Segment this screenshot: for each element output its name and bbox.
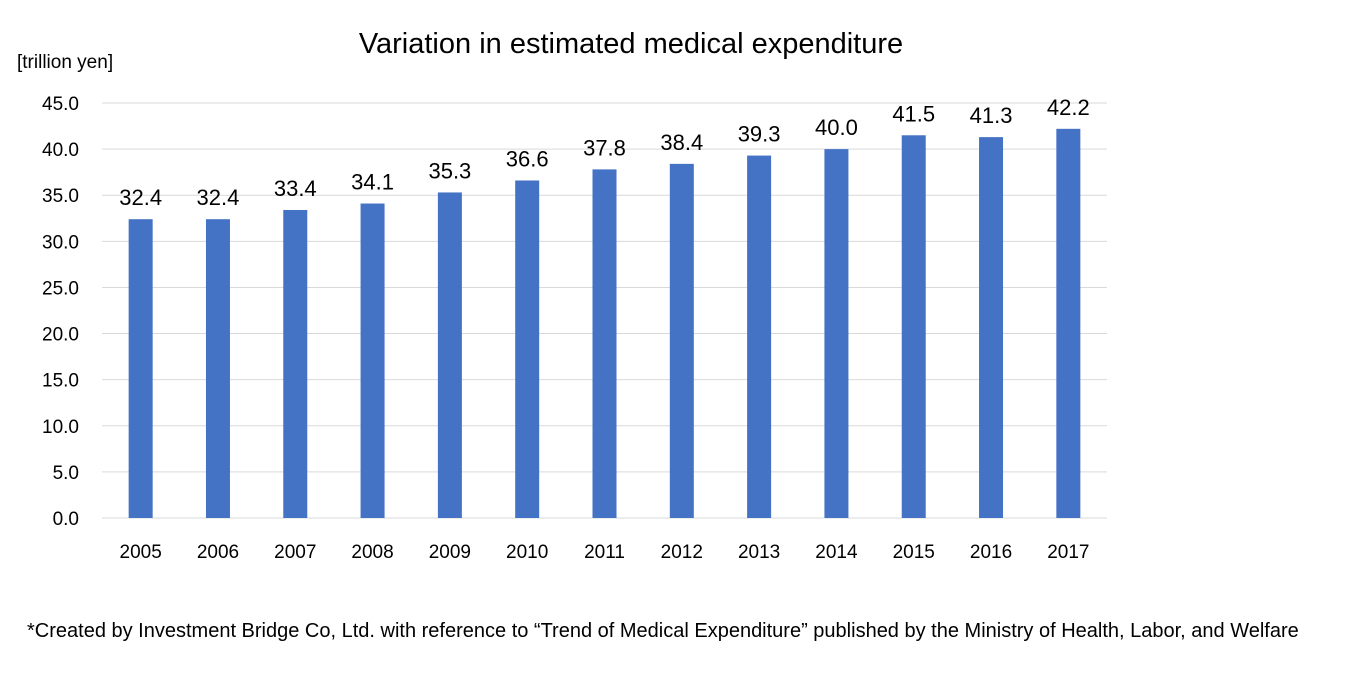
y-tick-label: 25.0 xyxy=(42,278,79,299)
y-tick-label: 20.0 xyxy=(42,325,79,346)
data-label-2014: 40.0 xyxy=(815,115,858,140)
y-tick-label: 0.0 xyxy=(53,509,79,530)
chart-title: Variation in estimated medical expenditu… xyxy=(359,28,903,60)
x-tick-label: 2017 xyxy=(1047,542,1089,563)
data-label-2012: 38.4 xyxy=(660,130,703,155)
data-label-2015: 41.5 xyxy=(892,101,935,126)
data-label-2013: 39.3 xyxy=(738,122,781,147)
data-label-2006: 32.4 xyxy=(197,185,240,210)
bar-2015 xyxy=(901,135,926,518)
x-tick-label: 2012 xyxy=(661,542,703,563)
y-tick-label: 45.0 xyxy=(42,94,79,115)
bar-2011 xyxy=(592,169,617,518)
x-tick-label: 2010 xyxy=(506,542,548,563)
bar-2014 xyxy=(824,149,849,518)
x-tick-label: 2011 xyxy=(584,542,625,563)
data-label-2007: 33.4 xyxy=(274,176,317,201)
y-tick-label: 40.0 xyxy=(42,140,79,161)
y-tick-label: 35.0 xyxy=(42,186,79,207)
y-tick-label: 15.0 xyxy=(42,371,79,392)
x-tick-label: 2007 xyxy=(274,542,316,563)
x-axis-ticks: 2005 2006 2007 2008 2009 2010 2011 2012 2013 2014… xyxy=(120,542,1090,563)
data-label-2016: 41.3 xyxy=(970,103,1013,128)
data-label-2008: 34.1 xyxy=(351,170,394,195)
source-footnote: *Created by Investment Bridge Co, Ltd. w… xyxy=(27,620,1299,642)
bar-2016 xyxy=(979,137,1004,518)
x-tick-label: 2014 xyxy=(815,542,858,563)
bar-2009 xyxy=(437,192,462,518)
y-tick-label: 10.0 xyxy=(42,417,79,438)
data-label-2009: 35.3 xyxy=(428,158,471,183)
bar-2012 xyxy=(669,163,694,518)
x-tick-label: 2005 xyxy=(120,542,162,563)
bar-2010 xyxy=(515,180,540,518)
bar-2007 xyxy=(283,209,308,518)
x-tick-label: 2016 xyxy=(970,542,1012,563)
data-label-2017: 42.2 xyxy=(1047,95,1090,120)
data-label-2011: 37.8 xyxy=(583,135,626,160)
x-tick-label: 2006 xyxy=(197,542,239,563)
bars xyxy=(128,128,1081,519)
y-tick-label: 30.0 xyxy=(42,232,79,253)
x-tick-label: 2013 xyxy=(738,542,780,563)
bar-chart: Variation in estimated medical expenditu… xyxy=(17,28,1107,563)
x-tick-label: 2009 xyxy=(429,542,471,563)
data-label-2010: 36.6 xyxy=(506,146,549,171)
x-tick-label: 2008 xyxy=(351,542,393,563)
bar-2013 xyxy=(747,155,772,519)
bar-2017 xyxy=(1056,128,1081,519)
data-label-2005: 32.4 xyxy=(119,185,162,210)
y-axis-ticks: 0.0 5.0 10.0 15.0 20.0 25.0 30.0 35.0 40.0 45.0 xyxy=(42,94,79,530)
x-tick-label: 2015 xyxy=(893,542,935,563)
bar-2005 xyxy=(128,219,153,518)
y-axis-unit-label: [trillion yen] xyxy=(17,52,113,73)
y-tick-label: 5.0 xyxy=(53,463,79,484)
bar-2008 xyxy=(360,203,385,518)
bar-2006 xyxy=(205,219,230,518)
data-labels: 32.4 32.4 33.4 34.1 35.3 36.6 37.8 38.4 39.3 40.0… xyxy=(119,95,1090,210)
